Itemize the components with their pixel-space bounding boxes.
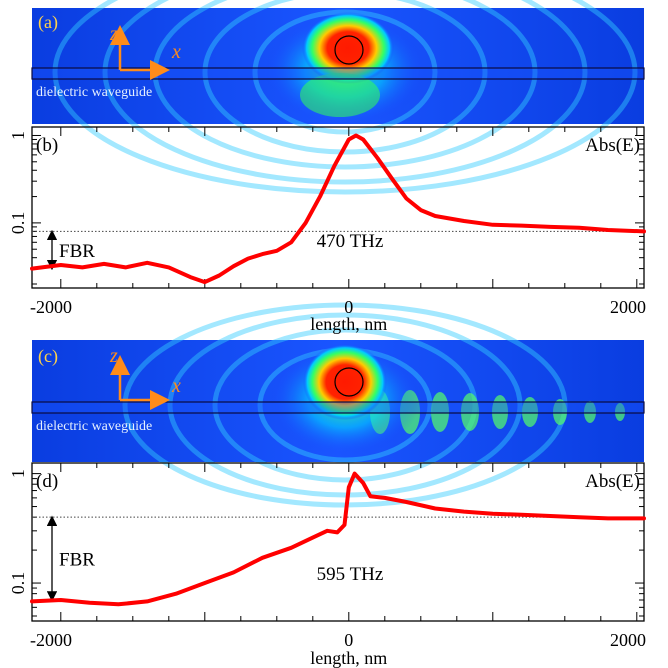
waveguide-label: dielectric waveguide	[36, 85, 152, 100]
y-tick-label: 0.1	[8, 212, 28, 235]
legend-label: Abs(E)	[585, 471, 640, 492]
fbr-label: FBR	[59, 550, 95, 571]
x-axis-label: x	[171, 41, 181, 63]
x-tick-label: -2000	[30, 297, 72, 317]
frequency-label: 595 THz	[317, 564, 384, 585]
field-hotspot	[302, 12, 394, 84]
plot-frame	[31, 462, 645, 622]
x-tick-label: 0	[344, 630, 353, 650]
field-hotspot-lower	[300, 73, 380, 117]
x-axis-label: length, nm	[310, 314, 387, 334]
waveguide	[31, 401, 645, 414]
y-tick-label: 1	[8, 131, 28, 140]
waveguide	[31, 67, 645, 80]
z-axis-label: z	[109, 23, 118, 45]
field-panel-a: z x (a) dielectric waveguide	[31, 0, 645, 195]
panel-label: (b)	[36, 135, 58, 156]
panel-label: (a)	[38, 12, 58, 33]
y-tick-label: 0.1	[8, 572, 28, 595]
chart-b: -2000 0 2000 length, nm 1 0.1 FBR (b) Abs(E) 470 …	[8, 126, 646, 334]
fbr-label: FBR	[59, 241, 95, 262]
z-axis-label: z	[109, 345, 118, 367]
nanoparticle	[334, 367, 364, 397]
chart-d: -2000 0 2000 length, nm 1 0.1 FBR (d) Abs(E) 595 …	[8, 462, 646, 668]
plot-frame	[31, 126, 645, 289]
nanoparticle	[334, 35, 364, 65]
abs-e-series-line	[30, 471, 646, 607]
x-tick-label: 2000	[610, 630, 646, 650]
x-tick-label: 0	[344, 297, 353, 317]
legend-label: Abs(E)	[585, 135, 640, 156]
x-tick-label: 2000	[610, 297, 646, 317]
x-axis-label: length, nm	[310, 648, 387, 668]
panel-label: (d)	[36, 471, 58, 492]
x-axis-label: x	[171, 375, 181, 397]
waveguide-label: dielectric waveguide	[36, 419, 152, 434]
y-tick-label: 1	[8, 469, 28, 478]
field-hotspot	[303, 344, 387, 420]
frequency-label: 470 THz	[317, 231, 384, 252]
abs-e-series-line	[30, 133, 646, 285]
x-tick-label: -2000	[30, 630, 72, 650]
field-panel-c: z x (c) dielectric waveguide	[31, 302, 645, 508]
panel-label: (c)	[38, 346, 58, 367]
